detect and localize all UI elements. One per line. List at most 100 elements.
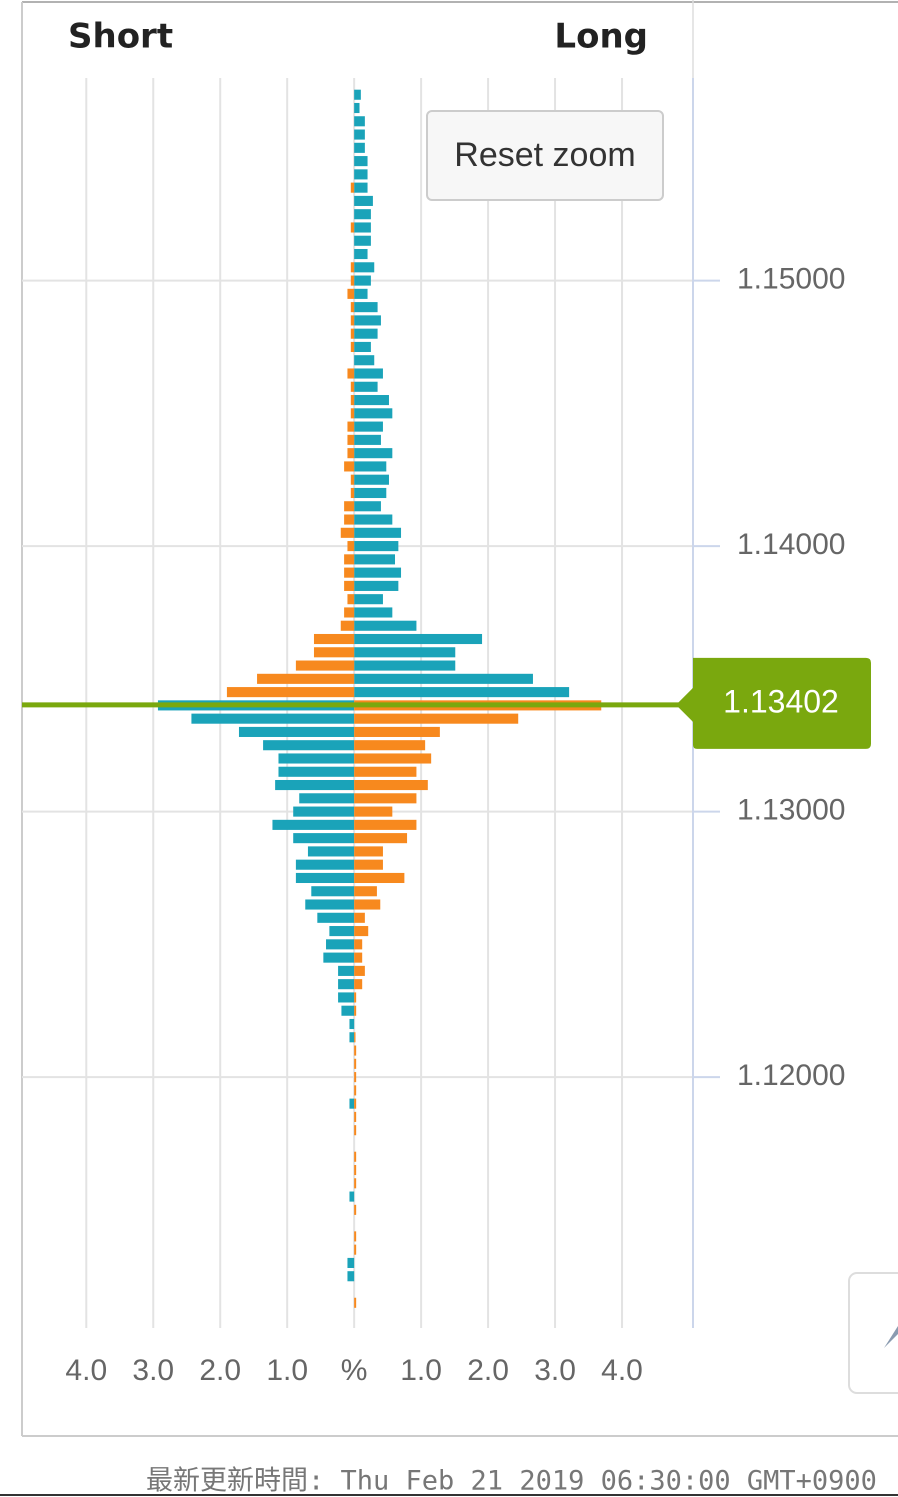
- bar: [354, 434, 381, 445]
- bar: [350, 275, 355, 286]
- bar: [347, 434, 355, 445]
- bar: [350, 315, 355, 326]
- bar: [354, 341, 371, 353]
- bar: [307, 846, 355, 857]
- bar: [354, 965, 365, 976]
- edit-button[interactable]: [848, 1272, 898, 1394]
- bar: [350, 487, 355, 499]
- bar: [278, 753, 355, 764]
- bar: [313, 633, 355, 645]
- x-tick-label: 3.0: [534, 1354, 576, 1387]
- bar: [354, 647, 456, 658]
- bar: [293, 806, 355, 817]
- bar: [354, 182, 368, 193]
- bar: [350, 395, 355, 406]
- bar: [341, 1005, 355, 1016]
- bar: [344, 554, 355, 565]
- bar: [354, 527, 402, 538]
- bar: [350, 381, 355, 392]
- y-tick-label: 1.12000: [737, 1059, 845, 1092]
- bar: [305, 899, 355, 910]
- current-price-label: 1.13402: [723, 683, 839, 719]
- bar: [354, 368, 383, 379]
- bar: [354, 448, 393, 459]
- bar: [278, 766, 355, 777]
- bar: [354, 793, 417, 804]
- bar: [354, 222, 371, 233]
- bar: [354, 633, 483, 645]
- bar: [354, 620, 417, 631]
- bar: [354, 395, 389, 406]
- bar: [354, 288, 368, 299]
- bar: [338, 979, 355, 990]
- bar: [350, 474, 355, 485]
- plot: 4.0 3.0 2.0 1.0% 1.0 2.0 3.0 4.0 1.15000 1.14000 1…: [22, 78, 845, 1387]
- bar: [349, 1191, 355, 1202]
- bar: [354, 275, 371, 286]
- y-tick-label: 1.15000: [737, 263, 845, 296]
- bar: [350, 262, 355, 273]
- bar: [354, 461, 387, 472]
- bar: [317, 912, 355, 923]
- bar: [354, 859, 383, 870]
- bar: [354, 248, 368, 260]
- bar: [344, 514, 355, 525]
- bar: [354, 926, 369, 937]
- bar: [238, 726, 355, 737]
- bar: [323, 952, 355, 963]
- bar: [354, 1045, 357, 1056]
- bar: [295, 660, 355, 671]
- bar: [354, 1231, 357, 1242]
- bar: [354, 939, 363, 950]
- x-tick-label: 2.0: [199, 1354, 241, 1387]
- reset-zoom-label[interactable]: Reset zoom: [454, 136, 635, 174]
- bar: [347, 541, 355, 552]
- bar: [354, 262, 375, 273]
- bar: [326, 939, 355, 950]
- bar: [354, 779, 428, 791]
- bar: [354, 1151, 357, 1162]
- bar: [354, 1072, 357, 1083]
- bar: [347, 1257, 355, 1268]
- bar: [354, 1058, 357, 1069]
- bar: [354, 1204, 357, 1215]
- bar: [354, 381, 378, 392]
- bar: [354, 1005, 357, 1016]
- edit-icon: [884, 1326, 898, 1348]
- bar: [354, 1164, 357, 1176]
- bar: [354, 89, 361, 100]
- bar: [354, 753, 432, 764]
- bar: [349, 1032, 355, 1043]
- bar: [340, 527, 355, 538]
- bar: [354, 302, 378, 313]
- bar: [350, 328, 355, 339]
- bar: [313, 647, 355, 658]
- x-tick-label: %: [341, 1354, 368, 1387]
- bar: [354, 687, 570, 698]
- bar: [354, 952, 363, 963]
- bar: [295, 872, 355, 884]
- bar: [272, 819, 355, 830]
- bar: [354, 355, 375, 366]
- bar: [344, 580, 355, 591]
- bar: [350, 408, 355, 419]
- bar: [344, 567, 355, 578]
- bar: [354, 660, 456, 671]
- x-tick-label: 3.0: [132, 1354, 174, 1387]
- bar: [347, 421, 355, 432]
- bar: [354, 1032, 356, 1043]
- bar: [354, 116, 365, 127]
- y-tick-label: 1.14000: [737, 528, 845, 561]
- bar: [354, 886, 377, 897]
- bar: [354, 567, 402, 578]
- bar: [354, 487, 387, 499]
- footer: 最新更新時間: Thu Feb 21 2019 06:30:00 GMT+090…: [146, 1466, 877, 1497]
- bar: [354, 1244, 357, 1255]
- bar: [354, 1085, 357, 1096]
- bar: [347, 368, 355, 379]
- bar: [354, 673, 533, 684]
- bar: [354, 235, 371, 246]
- x-tick-label: 1.0: [266, 1354, 308, 1387]
- reset-zoom-button[interactable]: [426, 110, 664, 201]
- bar: [354, 1178, 357, 1189]
